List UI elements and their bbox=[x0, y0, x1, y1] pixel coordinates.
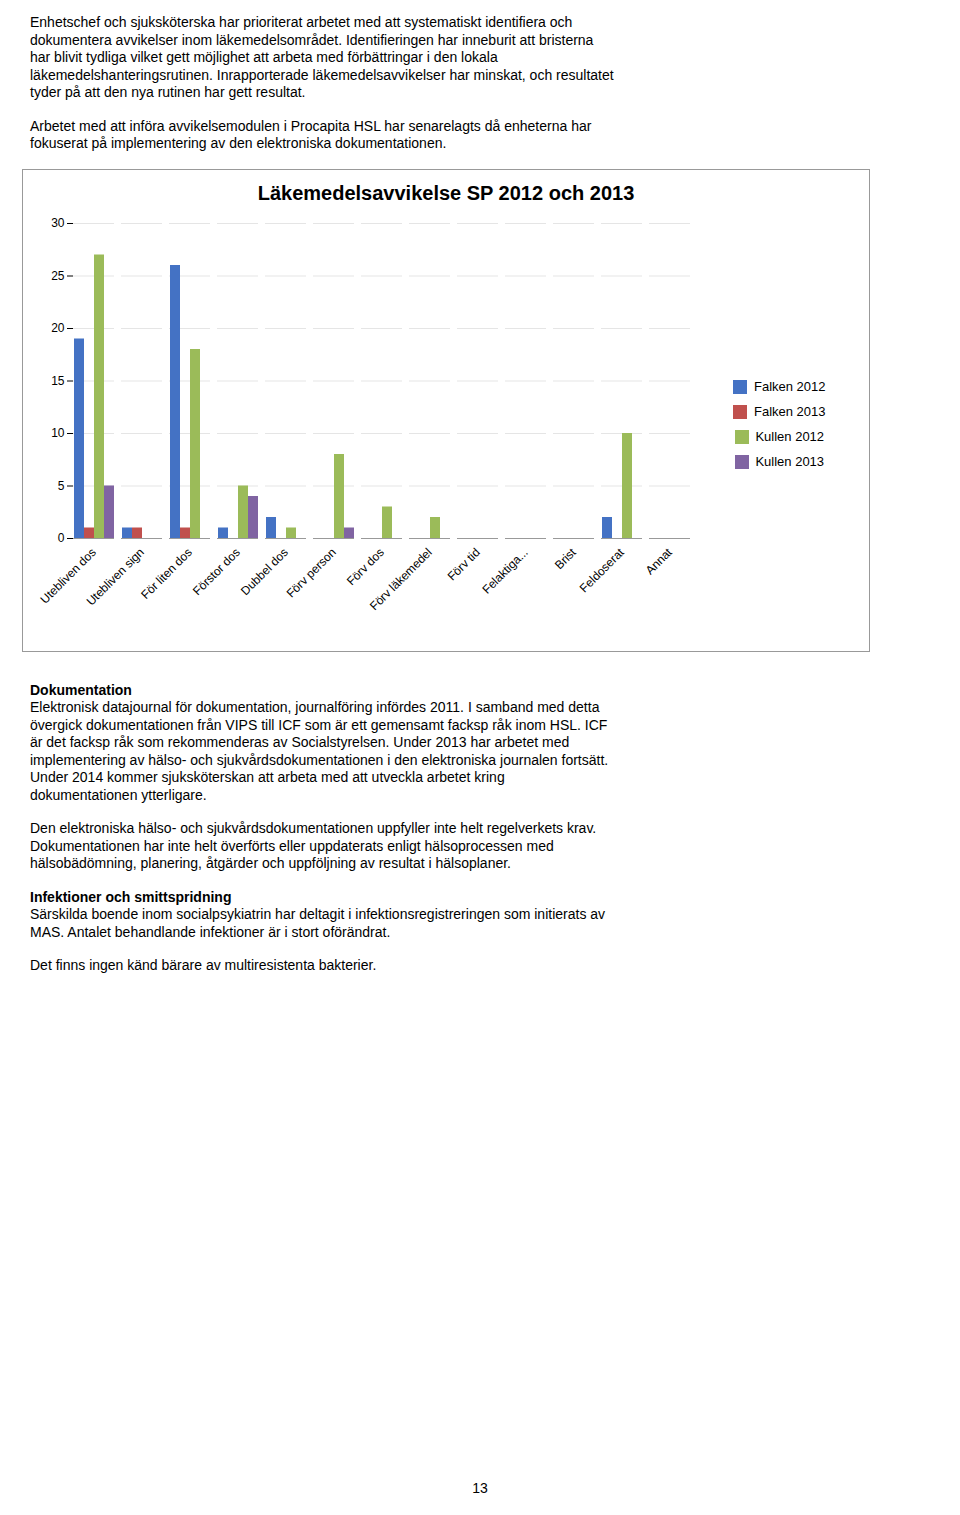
html-text:dokumentera avvikelser inom lä: dokumentera avvikelser inom läkemedelsom… bbox=[30, 31, 594, 48]
html-text:implementering av hälso- och s: implementering av hälso- och sjukvårdsdo… bbox=[30, 751, 609, 768]
svg-text:Utebliven dos: Utebliven dos bbox=[37, 544, 99, 607]
html-text:övergick dokumentationen från: övergick dokumentationen från VIPS till … bbox=[30, 716, 608, 733]
html-text:Falken 2012: Falken 2012 bbox=[754, 379, 826, 395]
html-text:Särskilda boende inom socialps: Särskilda boende inom socialpsykiatrin h… bbox=[30, 906, 606, 922]
svg-text:30: 30 bbox=[51, 216, 65, 230]
svg-text:Förv dos: Förv dos bbox=[344, 545, 387, 588]
html-text:fokuserat på implementering av: fokuserat på implementering av den elekt… bbox=[30, 135, 447, 151]
svg-text:20: 20 bbox=[51, 321, 65, 335]
svg-text:5: 5 bbox=[58, 478, 65, 492]
html-text:Läkemedelsavvikelse SP 2012 oc: Läkemedelsavvikelse SP 2012 och 2013 bbox=[257, 181, 635, 204]
svg-text:Brist: Brist bbox=[552, 544, 579, 571]
svg-text:Annat: Annat bbox=[643, 544, 676, 577]
svg-text:Utebliven sign: Utebliven sign bbox=[84, 545, 147, 608]
svg-text:Felaktiga...: Felaktiga... bbox=[479, 545, 530, 596]
html-text:har blivit tydliga vilket gett: har blivit tydliga vilket gett möjlighet… bbox=[30, 49, 498, 65]
svg-text:För liten dos: För liten dos bbox=[138, 545, 195, 602]
svg-text:25: 25 bbox=[51, 268, 65, 282]
html-text:Dokumentation: Dokumentation bbox=[30, 681, 132, 698]
html-text:dokumentationen ytterligare.: dokumentationen ytterligare. bbox=[30, 786, 207, 803]
html-text:Det finns ingen känd bärare av: Det finns ingen känd bärare av multiresi… bbox=[30, 957, 377, 973]
html-text:Arbetet med att införa avvikel: Arbetet med att införa avvikelsemodulen … bbox=[30, 117, 592, 134]
html-text:Infektioner och smittspridning: Infektioner och smittspridning bbox=[30, 888, 232, 905]
html-text:Elektronisk datajournal för do: Elektronisk datajournal för dokumentatio… bbox=[30, 699, 600, 715]
svg-text:Förv tid: Förv tid bbox=[445, 545, 483, 583]
html-text:Kullen 2013: Kullen 2013 bbox=[755, 454, 825, 470]
html-text:Dokumentationen har inte helt: Dokumentationen har inte helt överförts … bbox=[30, 837, 554, 854]
html-text:Enhetschef och sjuksköterska h: Enhetschef och sjuksköterska har priorit… bbox=[30, 14, 573, 30]
svg-text:15: 15 bbox=[51, 373, 65, 387]
html-text:tyder på att den nya rutinen h: tyder på att den nya rutinen har gett re… bbox=[30, 84, 306, 100]
html-text:Kullen 2012: Kullen 2012 bbox=[755, 429, 825, 445]
html-text:Den elektroniska hälso- och sj: Den elektroniska hälso- och sjukvårdsdok… bbox=[30, 820, 597, 836]
html-text:Falken 2013: Falken 2013 bbox=[754, 404, 826, 420]
svg-text:0: 0 bbox=[58, 531, 65, 545]
svg-text:Förstor dos: Förstor dos bbox=[190, 545, 243, 598]
svg-text:10: 10 bbox=[51, 426, 65, 440]
svg-text:Feldoserat: Feldoserat bbox=[577, 544, 627, 594]
html-text:läkemedelshanteringsrutinen. I: läkemedelshanteringsrutinen. Inrapporter… bbox=[30, 66, 614, 83]
html-text:MAS. Antalet behandlande infek: MAS. Antalet behandlande infektioner är … bbox=[30, 923, 391, 940]
html-text:13: 13 bbox=[472, 1480, 488, 1496]
html-text:hälsobädömning, planering, åtg: hälsobädömning, planering, åtgärder och … bbox=[30, 855, 511, 871]
svg-text:Dubbel dos: Dubbel dos bbox=[238, 544, 291, 598]
html-text:är det facksp råk som rekommen: är det facksp råk som rekommenderas av S… bbox=[30, 734, 570, 750]
svg-text:Förv person: Förv person bbox=[284, 545, 339, 600]
svg-text:Förv läkemedel: Förv läkemedel bbox=[367, 545, 435, 613]
html-text:Under 2014 kommer sjukskötersk: Under 2014 kommer sjuksköterskan att arb… bbox=[30, 769, 505, 785]
